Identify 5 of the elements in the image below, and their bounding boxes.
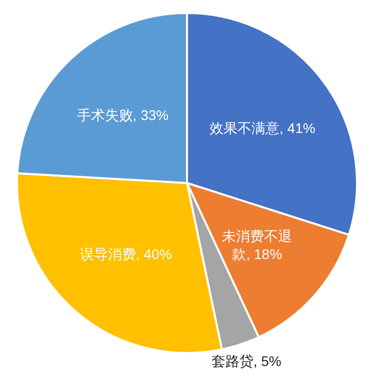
slice-label: 误导消费, 40% [80,244,172,263]
slice-label: 效果不满意, 41% [210,118,316,137]
slice-label: 套路贷, 5% [211,352,282,370]
slice-label: 未消费不退款, 18% [221,226,294,263]
slice-label: 手术失败, 33% [76,106,169,124]
